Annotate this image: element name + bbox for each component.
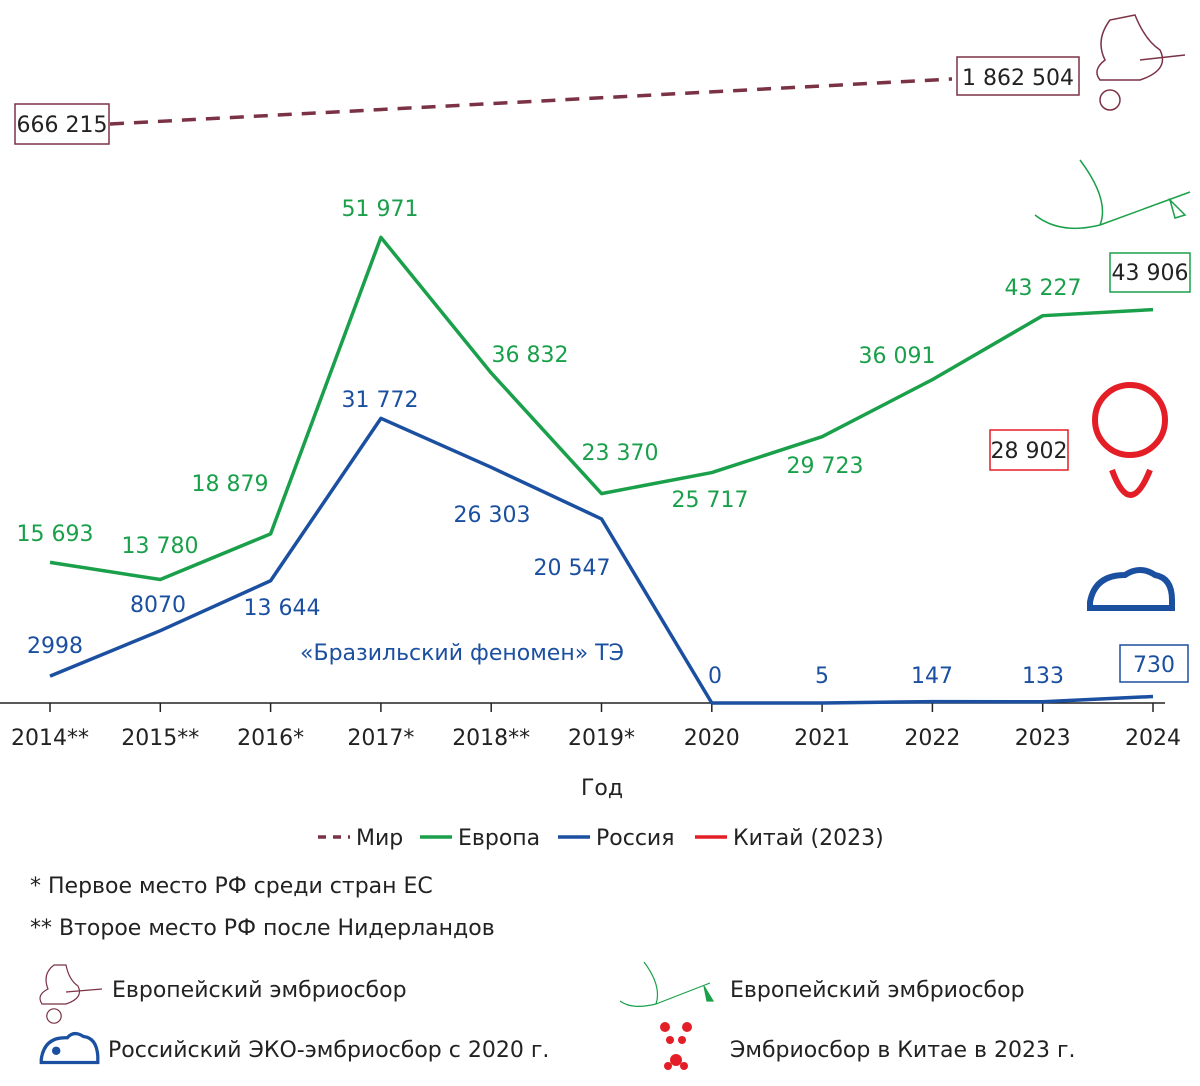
europe-data-label: 43 227 xyxy=(1005,276,1082,301)
blue-mouse-icon xyxy=(39,1031,100,1065)
x-tick-label: 2015** xyxy=(121,726,199,751)
x-tick-label: 2021 xyxy=(794,726,850,751)
russia-data-label: 147 xyxy=(911,664,953,689)
footnote-2: ** Второе место РФ после Нидерландов xyxy=(30,916,495,941)
china-data-label: 28 902 xyxy=(991,439,1068,464)
green-stork-icon xyxy=(1034,159,1191,230)
icon-legend-label-4: Эмбриосбор в Китае в 2023 г. xyxy=(730,1038,1076,1063)
russia-data-label: 730 xyxy=(1133,653,1175,678)
world-label-box xyxy=(956,56,1080,96)
russia-data-label: 26 303 xyxy=(454,503,531,528)
world-data-label: 666 215 xyxy=(17,113,108,138)
europe-data-label: 51 971 xyxy=(342,197,419,222)
series-europe-line xyxy=(49,235,1154,582)
europe-data-label: 15 693 xyxy=(17,522,94,547)
russia-data-label: 0 xyxy=(708,664,722,689)
russia-data-label: 13 644 xyxy=(244,596,321,621)
russia-data-label: 133 xyxy=(1022,664,1064,689)
europe-data-label: 25 717 xyxy=(672,488,749,513)
russia-data-label: 8070 xyxy=(130,593,186,618)
europe-data-label: 43 906 xyxy=(1112,261,1189,286)
europe-data-label: 13 780 xyxy=(122,534,199,559)
europe-label-box xyxy=(1109,252,1191,293)
europe-data-label: 36 091 xyxy=(859,344,936,369)
russia-data-label: 20 547 xyxy=(534,556,611,581)
pink-stork-icon xyxy=(1096,14,1186,111)
china-label-box xyxy=(989,429,1069,471)
footnote-1: * Первое место РФ среди стран ЕС xyxy=(30,874,433,899)
series-world-line xyxy=(109,77,953,126)
world-label-box xyxy=(14,103,110,145)
x-tick-label: 2017* xyxy=(347,726,414,751)
x-tick-label: 2016* xyxy=(237,726,304,751)
icon-legend-label-1: Европейский эмбриосбор xyxy=(112,978,407,1003)
red-panda-icon xyxy=(660,1022,692,1070)
russia-data-label: 5 xyxy=(815,664,829,689)
world-data-label: 1 862 504 xyxy=(962,66,1074,91)
chart: 2014** 2015** 2016* 2017* 2018** 2019* 2020 202… xyxy=(0,14,1191,851)
legend-label: Европа xyxy=(458,826,540,851)
russia-data-label: 31 772 xyxy=(342,388,419,413)
europe-data-label: 36 832 xyxy=(492,343,569,368)
x-tick-label: 2020 xyxy=(684,726,740,751)
icon-legend-label-2: Европейский эмбриосбор xyxy=(730,978,1025,1003)
red-panda-icon xyxy=(1092,382,1169,498)
legend-label: Китай (2023) xyxy=(733,826,884,851)
green-stork-icon xyxy=(619,961,715,1007)
europe-data-label: 23 370 xyxy=(582,441,659,466)
x-tick-label: 2019* xyxy=(568,726,635,751)
x-tick-label: 2022 xyxy=(904,726,960,751)
annotation-brazil: «Бразильский феномен» ТЭ xyxy=(300,641,624,666)
russia-data-label: 2998 xyxy=(27,634,83,659)
x-tick-label: 2023 xyxy=(1015,726,1071,751)
legend-label: Россия xyxy=(596,826,674,851)
icon-legend-label-3: Российский ЭКО-эмбриосбор с 2020 г. xyxy=(108,1038,550,1063)
russia-label-box xyxy=(1119,644,1189,683)
x-tick-label: 2024 xyxy=(1125,726,1181,751)
pink-stork-icon xyxy=(39,964,103,1024)
blue-mouse-icon xyxy=(1087,567,1175,611)
europe-data-label: 29 723 xyxy=(787,454,864,479)
x-axis-title: Год xyxy=(581,776,623,801)
europe-data-label: 18 879 xyxy=(192,472,269,497)
series-russia-line xyxy=(49,416,1154,705)
x-tick-label: 2014** xyxy=(11,726,89,751)
x-tick-label: 2018** xyxy=(452,726,530,751)
legend-label: Мир xyxy=(356,826,403,851)
